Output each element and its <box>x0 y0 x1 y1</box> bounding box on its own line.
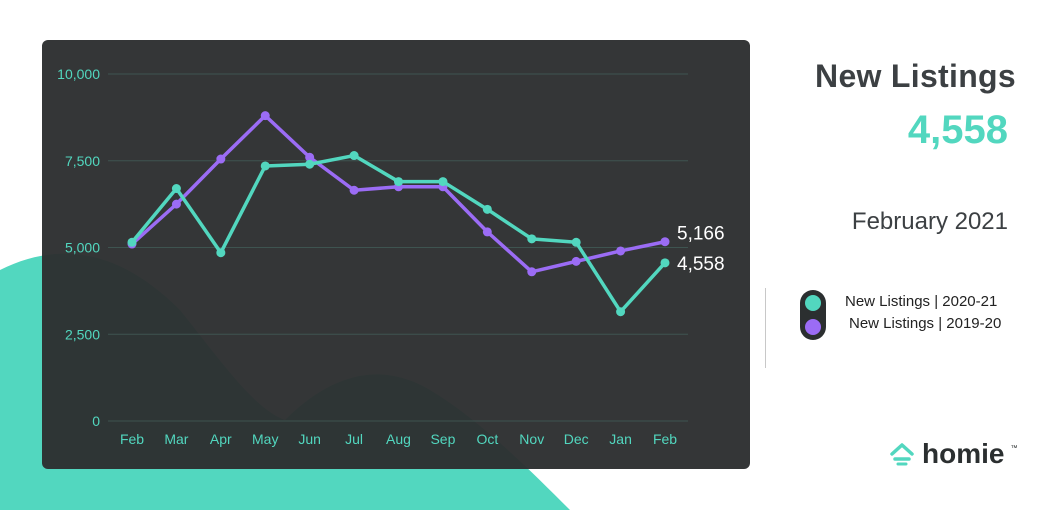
legend-label-2019-20: New Listings | 2019-20 <box>849 315 1002 332</box>
data-point <box>305 152 315 162</box>
x-tick-label: Feb <box>120 431 144 447</box>
line-chart: 0 2,500 5,000 7,500 10,000 Feb Mar Apr May Jun Jul… <box>57 66 725 447</box>
legend-swatch-pill <box>800 290 826 340</box>
y-tick-label: 7,500 <box>65 153 100 169</box>
end-value-label: 4,558 <box>677 254 725 275</box>
data-point <box>349 185 359 195</box>
y-tick-label: 5,000 <box>65 240 100 256</box>
house-icon <box>890 443 914 466</box>
x-tick-label: Jun <box>298 431 321 447</box>
x-tick-label: Apr <box>210 431 232 447</box>
legend-swatch-teal <box>805 295 821 311</box>
data-point <box>216 248 226 258</box>
legend-swatch-purple <box>805 319 821 335</box>
data-point <box>260 111 270 121</box>
x-tick-label: Jul <box>345 431 363 447</box>
y-tick-label: 2,500 <box>65 326 100 342</box>
data-point <box>482 227 492 237</box>
y-tick-label: 0 <box>92 413 100 429</box>
data-point <box>216 154 226 164</box>
data-point <box>394 177 403 187</box>
brand-name: homie <box>922 438 1005 469</box>
data-point <box>171 199 181 209</box>
homie-logo: homie ™ <box>888 438 1017 470</box>
data-point <box>260 161 270 171</box>
legend-label-2020-21: New Listings | 2020-21 <box>845 293 998 310</box>
data-point <box>571 237 581 247</box>
data-point <box>616 307 626 317</box>
series-line <box>130 113 666 274</box>
trademark: ™ <box>1010 444 1018 452</box>
x-tick-label: May <box>252 431 278 447</box>
end-value-label: 5,166 <box>677 224 725 245</box>
data-point <box>127 237 137 247</box>
x-tick-label: Sep <box>430 431 455 447</box>
period-label: February 2021 <box>851 208 1008 235</box>
data-point <box>438 177 448 187</box>
data-point <box>527 267 537 277</box>
x-tick-label: Mar <box>164 431 188 447</box>
legend-divider <box>765 288 766 368</box>
x-tick-label: Aug <box>386 431 411 447</box>
headline-value: 4,558 <box>907 108 1008 152</box>
data-point <box>616 246 626 256</box>
data-point <box>660 237 670 247</box>
y-tick-label: 10,000 <box>57 66 100 82</box>
page-title: New Listings <box>815 58 1016 94</box>
data-point <box>305 159 315 169</box>
x-tick-label: Nov <box>519 431 544 447</box>
x-tick-label: Oct <box>476 431 498 447</box>
data-point <box>660 258 670 268</box>
data-point <box>349 151 359 161</box>
x-tick-label: Feb <box>653 431 677 447</box>
data-point <box>571 256 581 266</box>
x-tick-label: Dec <box>564 431 589 447</box>
data-point <box>527 234 537 244</box>
data-point <box>482 204 492 214</box>
x-tick-label: Jan <box>609 431 632 447</box>
chart-panel <box>42 40 750 469</box>
data-point <box>171 184 181 194</box>
